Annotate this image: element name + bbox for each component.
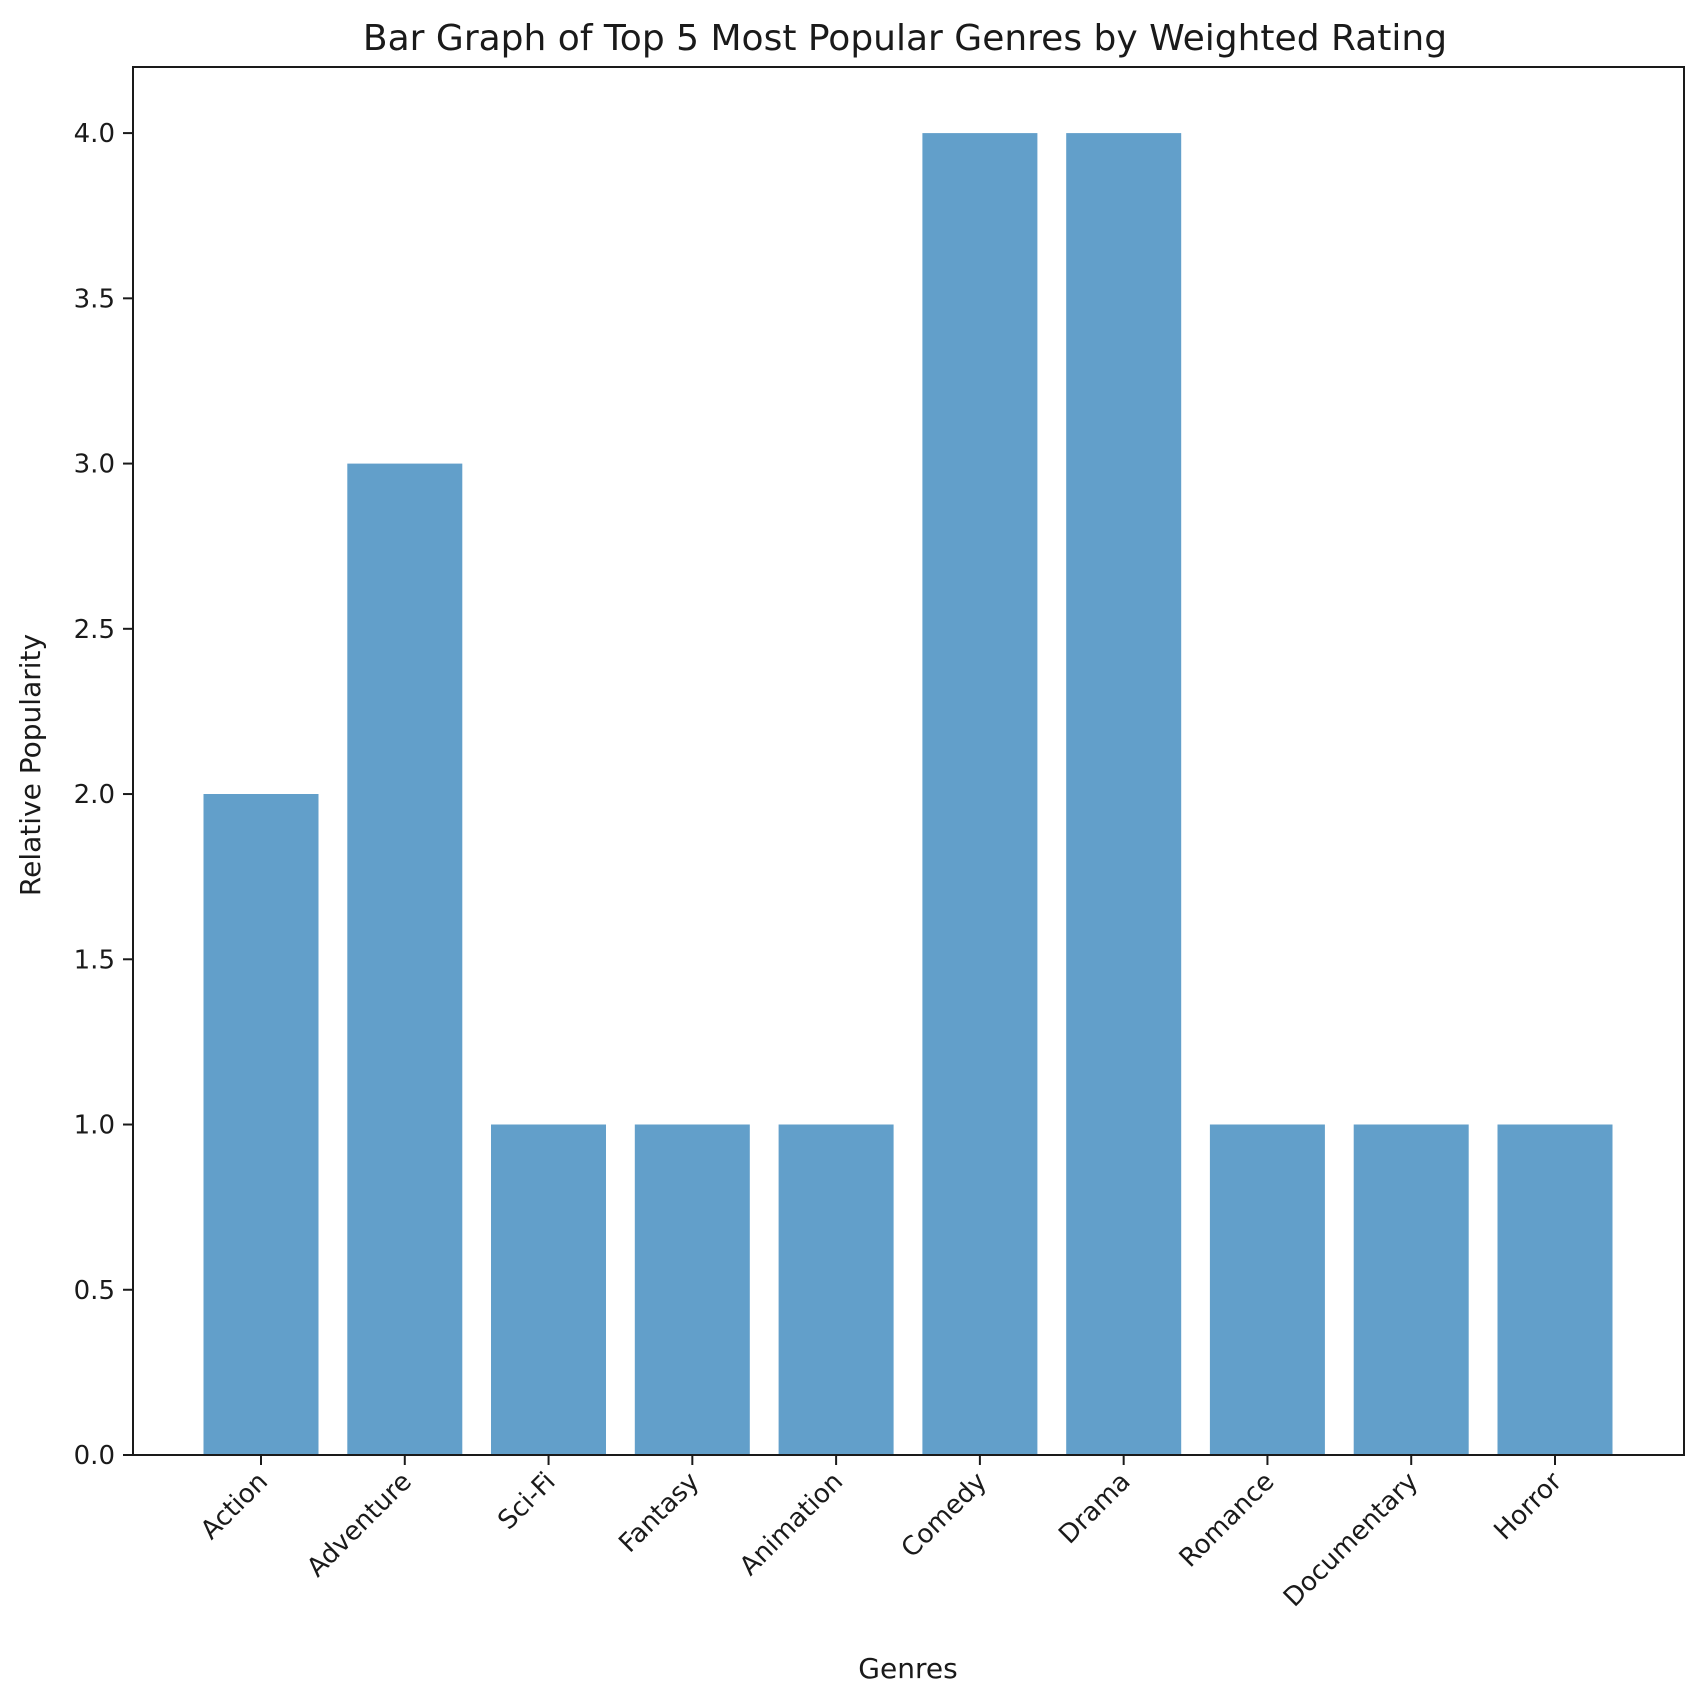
- bar-sci-fi: [491, 1124, 606, 1455]
- bar-romance: [1209, 1124, 1325, 1455]
- bar-fantasy: [634, 1124, 750, 1455]
- x-tick-label: Adventure: [301, 1467, 417, 1583]
- x-tick-label: Animation: [734, 1467, 849, 1582]
- x-tick-label: Drama: [1053, 1467, 1136, 1550]
- bar-horror: [1497, 1124, 1613, 1455]
- bars-group: [203, 133, 1613, 1456]
- x-tick-label: Action: [195, 1467, 274, 1546]
- x-axis-ticks: Action Adventure Sci-Fi Fantasy Animation Com…: [195, 1455, 1568, 1613]
- y-tick-label: 0.5: [74, 1276, 115, 1306]
- bar-adventure: [347, 463, 463, 1456]
- x-tick-label: Romance: [1174, 1467, 1281, 1574]
- x-tick-label: Fantasy: [613, 1467, 705, 1559]
- x-tick-label: Horror: [1488, 1467, 1568, 1547]
- y-tick-label: 3.0: [74, 450, 115, 480]
- x-tick-label: Sci-Fi: [492, 1467, 561, 1536]
- y-tick-label: 4.0: [74, 119, 115, 149]
- y-axis-ticks: 0.0 0.5 1.0 1.5 2.0 2.5 3.0 3.5 4.0: [74, 119, 133, 1471]
- y-tick-label: 2.0: [74, 780, 115, 810]
- bar-documentary: [1353, 1124, 1469, 1455]
- y-tick-label: 2.5: [74, 615, 115, 645]
- y-tick-label: 1.5: [74, 945, 115, 975]
- chart-title: Bar Graph of Top 5 Most Popular Genres b…: [363, 18, 1447, 59]
- x-axis-label: Genres: [858, 1652, 957, 1685]
- y-axis-label: Relative Popularity: [14, 634, 47, 896]
- bar-comedy: [922, 133, 1038, 1456]
- x-tick-label: Comedy: [896, 1467, 993, 1564]
- x-tick-label: Documentary: [1278, 1467, 1424, 1613]
- bar-action: [203, 794, 319, 1455]
- y-tick-label: 3.5: [74, 284, 115, 314]
- bar-drama: [1066, 133, 1182, 1456]
- plot-frame: [132, 66, 1685, 1456]
- y-tick-label: 0.0: [74, 1441, 115, 1471]
- bar-animation: [778, 1124, 894, 1455]
- y-tick-label: 1.0: [74, 1111, 115, 1141]
